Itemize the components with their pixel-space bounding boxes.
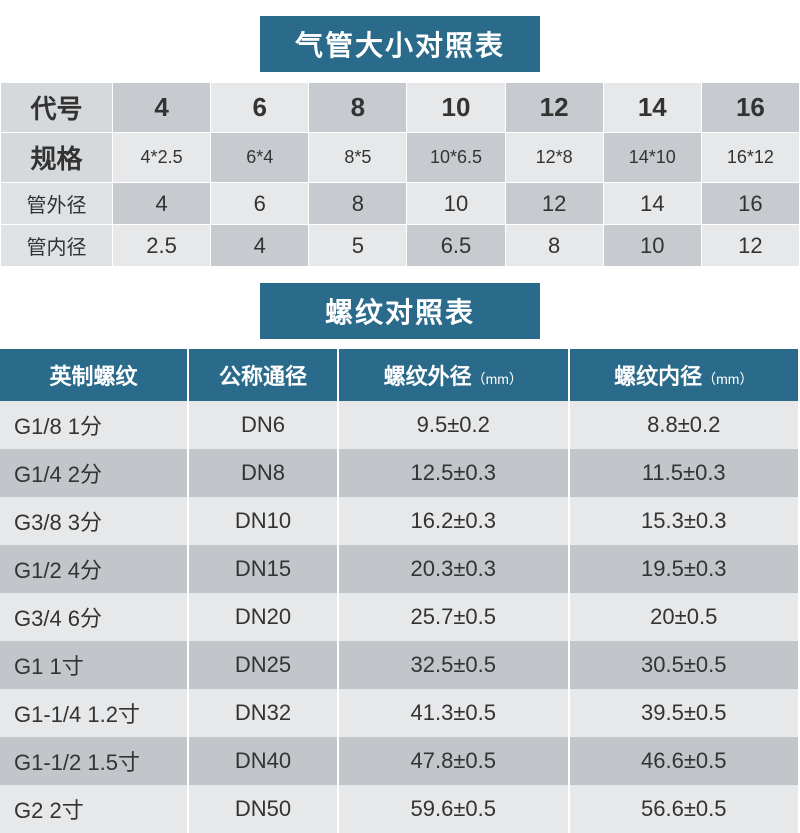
cell: DN6: [188, 401, 338, 449]
cell: G1-1/4 1.2寸: [0, 689, 188, 737]
cell: 41.3±0.5: [338, 689, 569, 737]
cell: 12.5±0.3: [338, 449, 569, 497]
cell: 11.5±0.3: [569, 449, 800, 497]
cell: 6: [211, 83, 309, 133]
cell: G1/4 2分: [0, 449, 188, 497]
cell: 19.5±0.3: [569, 545, 800, 593]
row-label: 代号: [1, 83, 113, 133]
table-row: G1-1/2 1.5寸 DN40 47.8±0.5 46.6±0.5: [0, 737, 799, 785]
cell: 6*4: [211, 133, 309, 183]
table1-title: 气管大小对照表: [260, 16, 540, 72]
cell: 47.8±0.5: [338, 737, 569, 785]
table2-title: 螺纹对照表: [260, 283, 540, 339]
cell: 20.3±0.3: [338, 545, 569, 593]
cell: G1 1寸: [0, 641, 188, 689]
cell: 12: [505, 83, 603, 133]
cell: DN15: [188, 545, 338, 593]
table-row: G1/8 1分 DN6 9.5±0.2 8.8±0.2: [0, 401, 799, 449]
cell: 14: [603, 183, 701, 225]
cell: 39.5±0.5: [569, 689, 800, 737]
cell: 16: [701, 183, 799, 225]
col-header: 螺纹外径（mm）: [338, 349, 569, 401]
cell: G2 2寸: [0, 785, 188, 833]
cell: G1-1/2 1.5寸: [0, 737, 188, 785]
cell: DN40: [188, 737, 338, 785]
table-row: G3/8 3分 DN10 16.2±0.3 15.3±0.3: [0, 497, 799, 545]
table-row: G1-1/4 1.2寸 DN32 41.3±0.5 39.5±0.5: [0, 689, 799, 737]
cell: 8: [309, 83, 407, 133]
cell: 10: [603, 225, 701, 267]
cell: DN25: [188, 641, 338, 689]
cell: 16*12: [701, 133, 799, 183]
cell: DN32: [188, 689, 338, 737]
cell: 10*6.5: [407, 133, 505, 183]
cell: DN20: [188, 593, 338, 641]
cell: 4*2.5: [113, 133, 211, 183]
cell: 20±0.5: [569, 593, 800, 641]
col-header: 英制螺纹: [0, 349, 188, 401]
cell: G3/8 3分: [0, 497, 188, 545]
row-label: 管内径: [1, 225, 113, 267]
cell: 15.3±0.3: [569, 497, 800, 545]
pipe-size-table: 代号 4 6 8 10 12 14 16 规格 4*2.5 6*4 8*5 10…: [0, 82, 800, 267]
cell: DN50: [188, 785, 338, 833]
cell: DN8: [188, 449, 338, 497]
table-row: G1 1寸 DN25 32.5±0.5 30.5±0.5: [0, 641, 799, 689]
cell: 10: [407, 183, 505, 225]
cell: 32.5±0.5: [338, 641, 569, 689]
cell: 9.5±0.2: [338, 401, 569, 449]
table-header-row: 英制螺纹 公称通径 螺纹外径（mm） 螺纹内径（mm）: [0, 349, 799, 401]
cell: 16.2±0.3: [338, 497, 569, 545]
cell: 46.6±0.5: [569, 737, 800, 785]
cell: DN10: [188, 497, 338, 545]
row-label: 规格: [1, 133, 113, 183]
cell: 2.5: [113, 225, 211, 267]
cell: 12: [505, 183, 603, 225]
cell: 30.5±0.5: [569, 641, 800, 689]
table-row: G1/4 2分 DN8 12.5±0.3 11.5±0.3: [0, 449, 799, 497]
cell: 12*8: [505, 133, 603, 183]
table-row: 管内径 2.5 4 5 6.5 8 10 12: [1, 225, 800, 267]
cell: 8: [309, 183, 407, 225]
cell: 4: [113, 183, 211, 225]
cell: 14*10: [603, 133, 701, 183]
cell: 12: [701, 225, 799, 267]
cell: 5: [309, 225, 407, 267]
cell: 8.8±0.2: [569, 401, 800, 449]
thread-table: 英制螺纹 公称通径 螺纹外径（mm） 螺纹内径（mm） G1/8 1分 DN6 …: [0, 349, 800, 833]
cell: 14: [603, 83, 701, 133]
cell: 8: [505, 225, 603, 267]
cell: 4: [211, 225, 309, 267]
table-row: G3/4 6分 DN20 25.7±0.5 20±0.5: [0, 593, 799, 641]
table-row: G1/2 4分 DN15 20.3±0.3 19.5±0.3: [0, 545, 799, 593]
col-header: 螺纹内径（mm）: [569, 349, 800, 401]
cell: 4: [113, 83, 211, 133]
cell: G1/8 1分: [0, 401, 188, 449]
cell: 6.5: [407, 225, 505, 267]
cell: 25.7±0.5: [338, 593, 569, 641]
row-label: 管外径: [1, 183, 113, 225]
cell: 10: [407, 83, 505, 133]
table-row: 管外径 4 6 8 10 12 14 16: [1, 183, 800, 225]
col-header: 公称通径: [188, 349, 338, 401]
cell: 59.6±0.5: [338, 785, 569, 833]
cell: G3/4 6分: [0, 593, 188, 641]
cell: 16: [701, 83, 799, 133]
cell: 8*5: [309, 133, 407, 183]
cell: G1/2 4分: [0, 545, 188, 593]
table-row: G2 2寸 DN50 59.6±0.5 56.6±0.5: [0, 785, 799, 833]
table-row: 代号 4 6 8 10 12 14 16: [1, 83, 800, 133]
cell: 6: [211, 183, 309, 225]
table-row: 规格 4*2.5 6*4 8*5 10*6.5 12*8 14*10 16*12: [1, 133, 800, 183]
cell: 56.6±0.5: [569, 785, 800, 833]
